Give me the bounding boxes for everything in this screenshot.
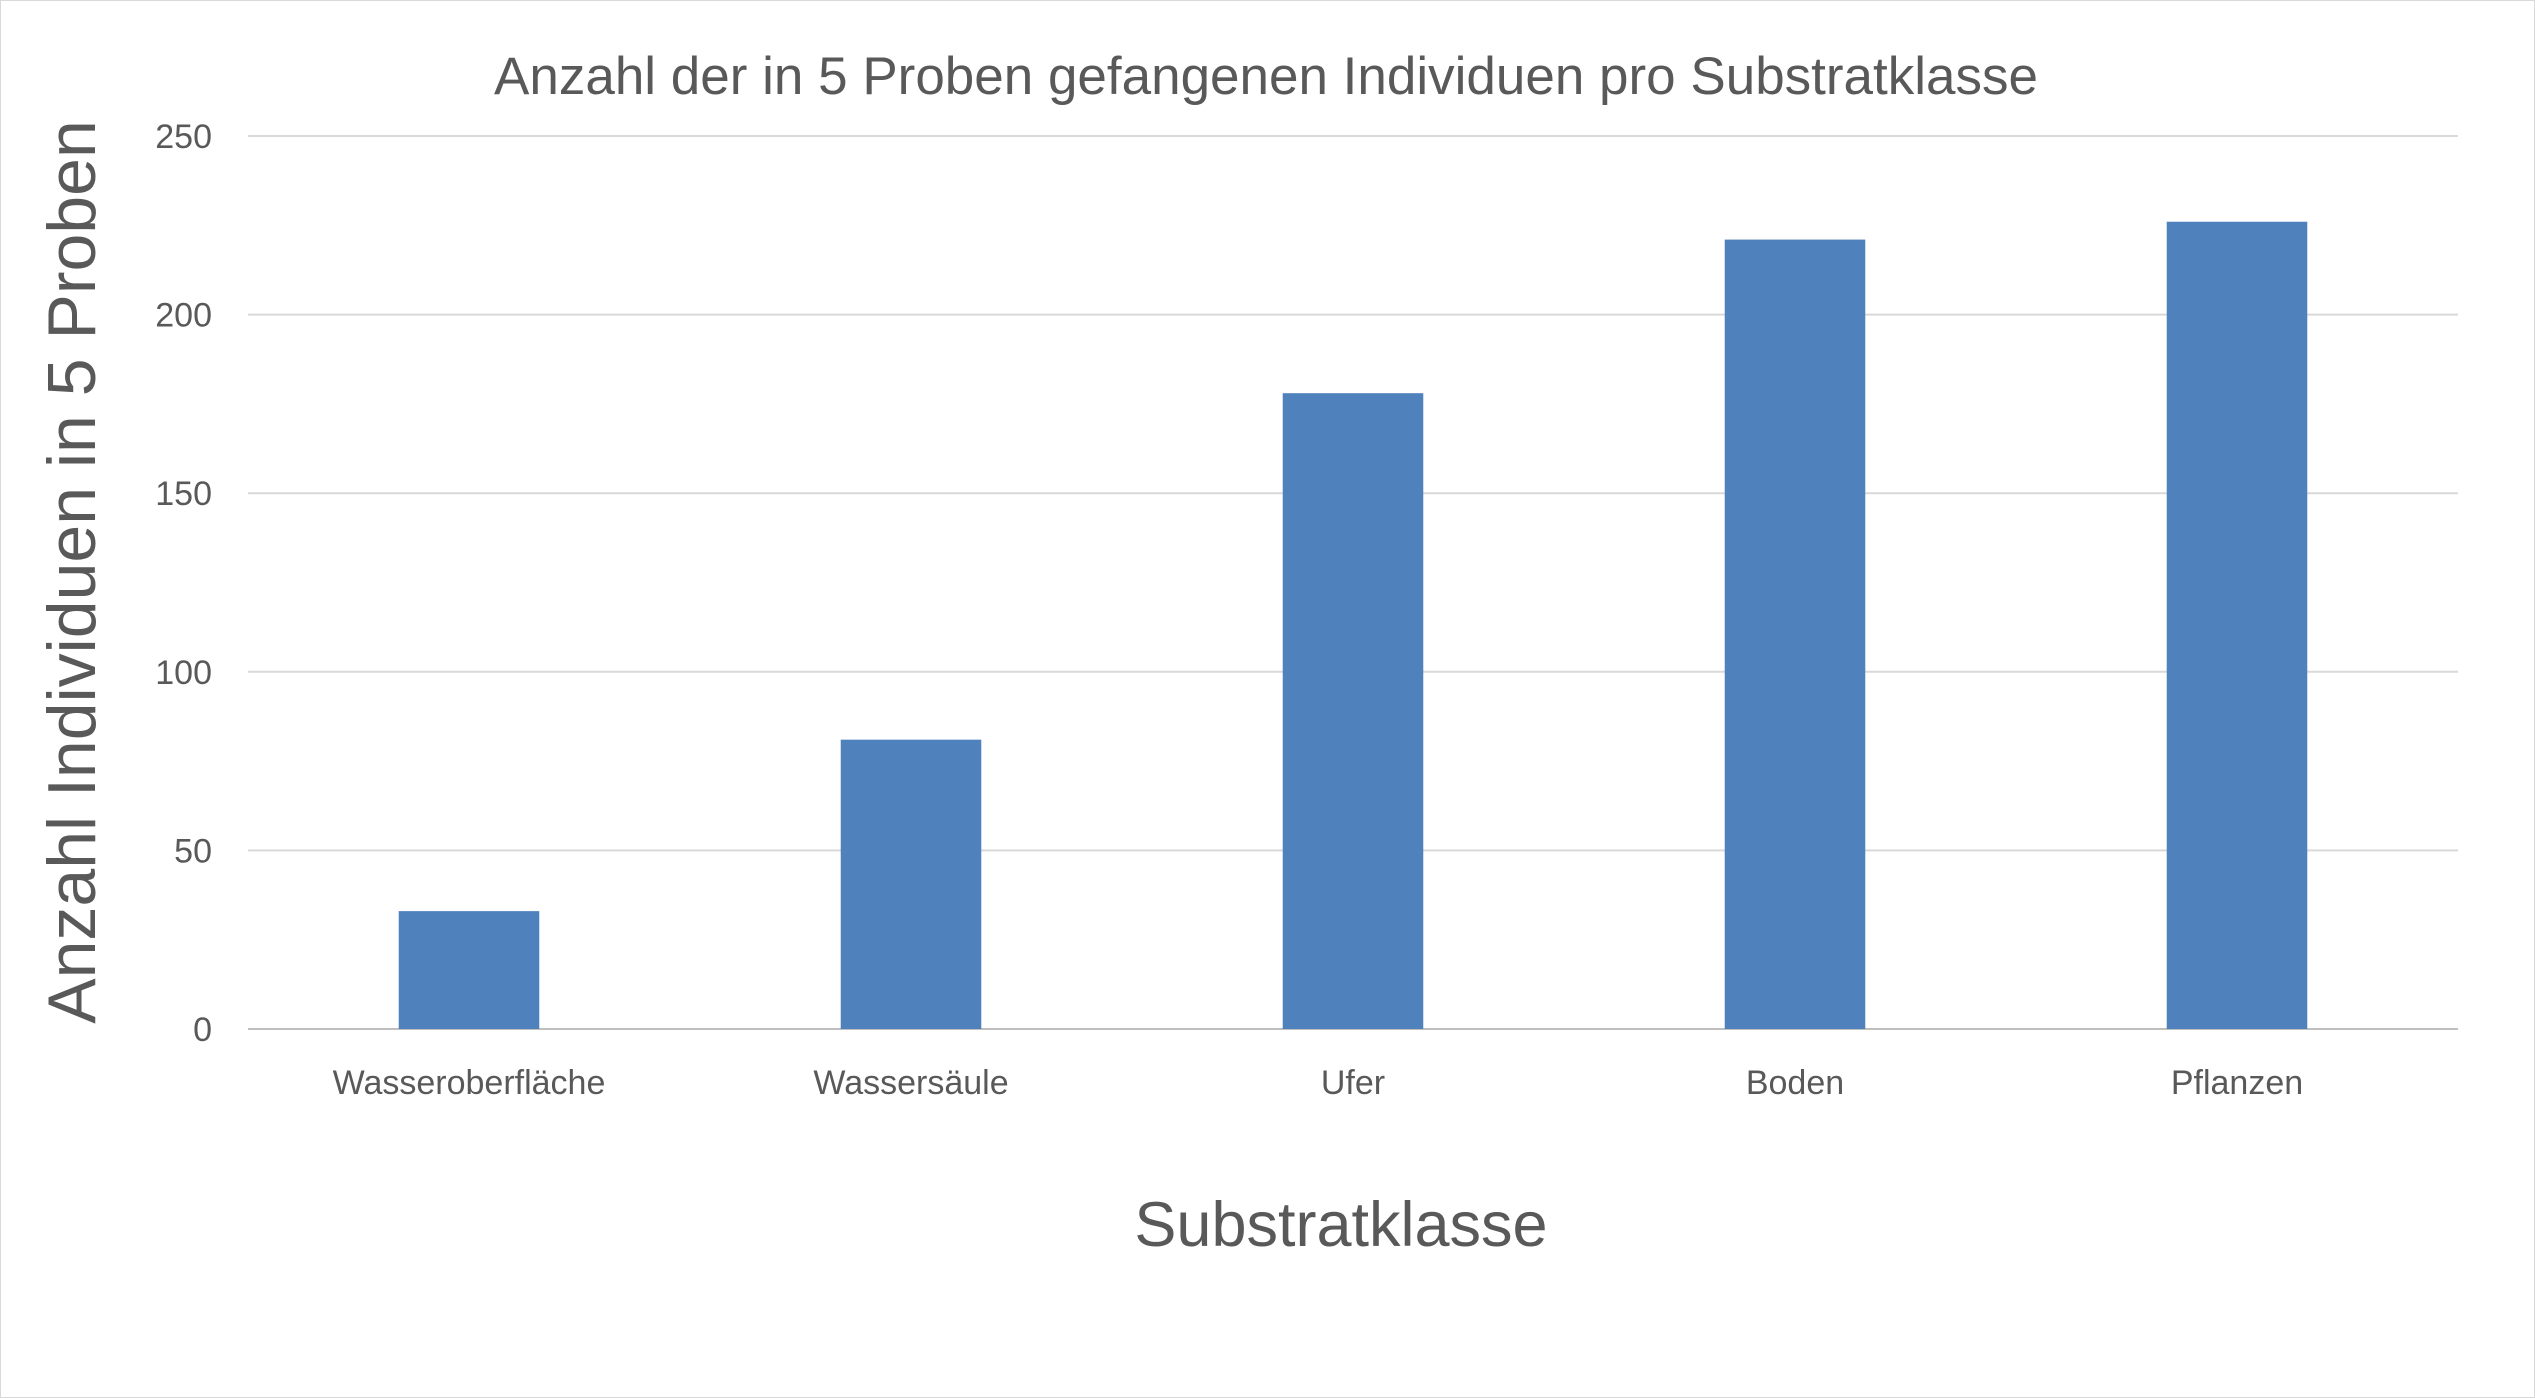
x-tick-label: Wassersäule <box>813 1064 1008 1102</box>
x-tick-label: Ufer <box>1321 1064 1385 1102</box>
x-tick-labels: Wasseroberfläche Wassersäule Ufer Boden Pfla… <box>333 1064 2304 1102</box>
bar <box>840 739 982 1029</box>
y-tick-label: 250 <box>155 118 212 156</box>
x-tick-label: Boden <box>1746 1064 1844 1102</box>
y-tick-label: 200 <box>155 297 212 335</box>
gridlines <box>248 135 2458 1030</box>
bars <box>398 221 2308 1030</box>
bar <box>2166 221 2308 1029</box>
y-tick-label: 0 <box>193 1011 212 1049</box>
y-tick-label: 100 <box>155 654 212 692</box>
bar <box>1724 239 1866 1029</box>
x-tick-label: Wasseroberfläche <box>333 1064 606 1102</box>
bar <box>398 911 540 1029</box>
x-axis-label: Substratklasse <box>1134 1190 1547 1260</box>
x-tick-label: Pflanzen <box>2171 1064 2303 1102</box>
bar <box>1282 393 1424 1030</box>
y-tick-labels: 0 50 100 150 200 250 <box>155 118 212 1049</box>
y-axis-label: Anzahl Individuen in 5 Proben <box>34 120 110 1024</box>
y-tick-label: 150 <box>155 475 212 513</box>
y-tick-label: 50 <box>174 832 212 870</box>
chart-title: Anzahl der in 5 Proben gefangenen Indivi… <box>494 47 2038 106</box>
